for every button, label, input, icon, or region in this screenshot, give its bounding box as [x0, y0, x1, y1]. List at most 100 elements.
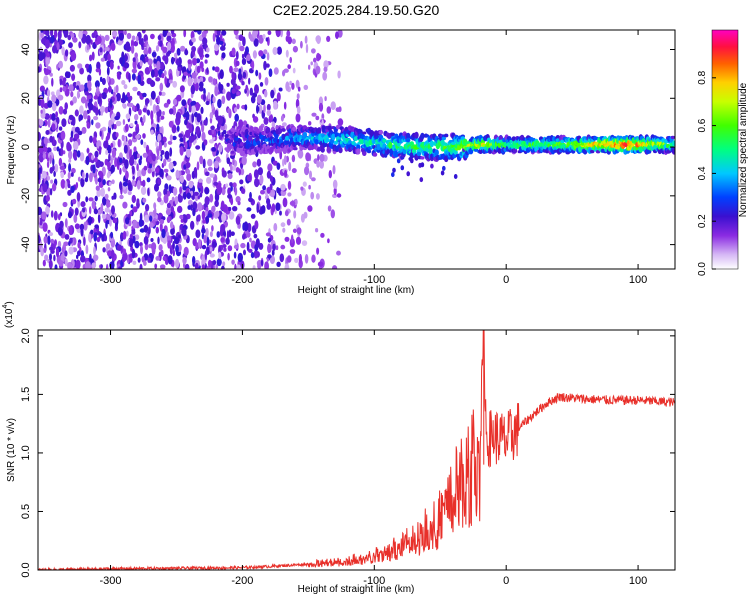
heatmap-noise-cell [156, 148, 160, 157]
heatmap-noise-cell [155, 123, 160, 132]
heatmap-noise-cell [214, 109, 219, 118]
heatmap-noise-cell [263, 104, 266, 114]
heatmap-noise-cell [94, 150, 99, 158]
heatmap-noise-cell [74, 109, 79, 117]
heatmap-noise-cell [95, 160, 101, 169]
heatmap-noise-cell [172, 80, 178, 88]
heatmap-noise-cell [47, 100, 53, 108]
heatmap-noise-cell [203, 30, 209, 34]
heatmap-signal-cell [406, 171, 411, 177]
heatmap-noise-cell [315, 115, 320, 121]
heatmap-noise-cell [177, 66, 182, 72]
heatmap-noise-cell [160, 91, 166, 97]
heatmap-noise-cell [181, 227, 187, 237]
heatmap-noise-cell [185, 148, 192, 158]
heatmap-noise-cell [186, 173, 192, 182]
heatmap-noise-cell [108, 153, 111, 162]
heatmap-noise-cell [57, 213, 61, 221]
heatmap-noise-cell [161, 228, 166, 239]
heatmap-noise-cell [125, 113, 131, 120]
heatmap-noise-cell [201, 131, 206, 142]
heatmap-noise-cell [241, 58, 247, 65]
heatmap-noise-cell [115, 132, 119, 138]
heatmap-noise-cell [168, 161, 174, 170]
heatmap-noise-cell [44, 254, 49, 261]
heatmap-noise-cell [94, 80, 100, 89]
heatmap-noise-cell [254, 220, 259, 230]
heatmap-noise-cell [266, 103, 271, 111]
heatmap-noise-cell [190, 105, 196, 114]
heatmap-noise-cell [266, 198, 271, 205]
heatmap-noise-cell [155, 166, 160, 174]
heatmap-noise-cell [143, 114, 146, 123]
heatmap-noise-cell [292, 67, 296, 74]
heatmap-noise-cell [110, 142, 114, 148]
heatmap-noise-cell [232, 182, 237, 188]
heatmap-noise-cell [272, 243, 276, 251]
heatmap-noise-cell [183, 215, 188, 224]
heatmap-noise-cell [80, 201, 86, 208]
heatmap-noise-cell [206, 176, 212, 184]
heatmap-noise-cell [232, 206, 238, 212]
heatmap-noise-cell [163, 194, 169, 204]
heatmap-noise-cell [132, 57, 136, 62]
heatmap-noise-cell [85, 244, 89, 255]
heatmap-noise-cell [86, 44, 90, 51]
heatmap-noise-cell [267, 243, 271, 254]
heatmap-noise-cell [147, 187, 150, 196]
heatmap-noise-cell [267, 30, 272, 35]
heatmap-noise-cell [255, 69, 259, 77]
heatmap-noise-cell [53, 170, 56, 177]
heatmap-noise-cell [157, 196, 162, 203]
heatmap-noise-cell [70, 130, 74, 139]
heatmap-noise-cell [134, 240, 140, 249]
heatmap-frame [37, 29, 676, 270]
heatmap-noise-cell [88, 63, 92, 74]
heatmap-noise-cell [168, 79, 173, 84]
heatmap-noise-cell [256, 158, 262, 167]
heatmap-noise-cell [249, 191, 252, 200]
heatmap-noise-cell [313, 57, 317, 63]
heatmap-noise-cell [266, 186, 271, 194]
heatmap-noise-cell [123, 84, 128, 90]
heatmap-noise-cell [176, 125, 180, 132]
heatmap-noise-cell [280, 115, 284, 122]
heatmap-noise-cell [142, 197, 147, 203]
heatmap-noise-cell [311, 48, 316, 54]
heatmap-noise-cell [38, 167, 42, 174]
heatmap-noise-cell [97, 177, 102, 183]
heatmap-noise-cell [317, 261, 324, 267]
heatmap-noise-cell [272, 46, 278, 56]
heatmap-noise-cell [227, 194, 233, 199]
heatmap-noise-cell [99, 106, 106, 113]
heatmap-noise-cell [42, 259, 46, 267]
heatmap-noise-cell [59, 78, 63, 86]
heatmap-noise-cell [60, 179, 66, 189]
heatmap-noise-cell [158, 91, 162, 96]
heatmap-noise-cell [275, 30, 281, 38]
heatmap-noise-cell [307, 205, 313, 212]
heatmap-noise-cell [285, 49, 289, 58]
heatmap-noise-cell [212, 32, 216, 43]
heatmap-noise-cell [150, 90, 156, 100]
heatmap-noise-cell [89, 172, 93, 183]
heatmap-noise-cell [72, 140, 79, 151]
heatmap-noise-cell [228, 229, 232, 238]
heatmap-noise-cell [86, 109, 90, 114]
heatmap-noise-cell [74, 126, 80, 133]
heatmap-noise-cell [200, 106, 204, 114]
heatmap-noise-cell [227, 187, 232, 196]
heatmap-noise-cell [47, 235, 51, 245]
heatmap-noise-cell [52, 164, 55, 172]
y-tick-label: 2.0 [20, 328, 32, 343]
heatmap-noise-cell [218, 134, 223, 140]
heatmap-noise-cell [88, 197, 94, 202]
heatmap-noise-cell [99, 76, 103, 82]
heatmap-noise-cell [207, 213, 213, 218]
heatmap-noise-cell [236, 91, 240, 96]
heatmap-noise-cell [201, 264, 205, 269]
heatmap-noise-cell [152, 153, 156, 162]
heatmap-noise-cell [132, 175, 135, 180]
heatmap-noise-cell [265, 63, 270, 68]
heatmap-signal-cell [416, 151, 422, 157]
